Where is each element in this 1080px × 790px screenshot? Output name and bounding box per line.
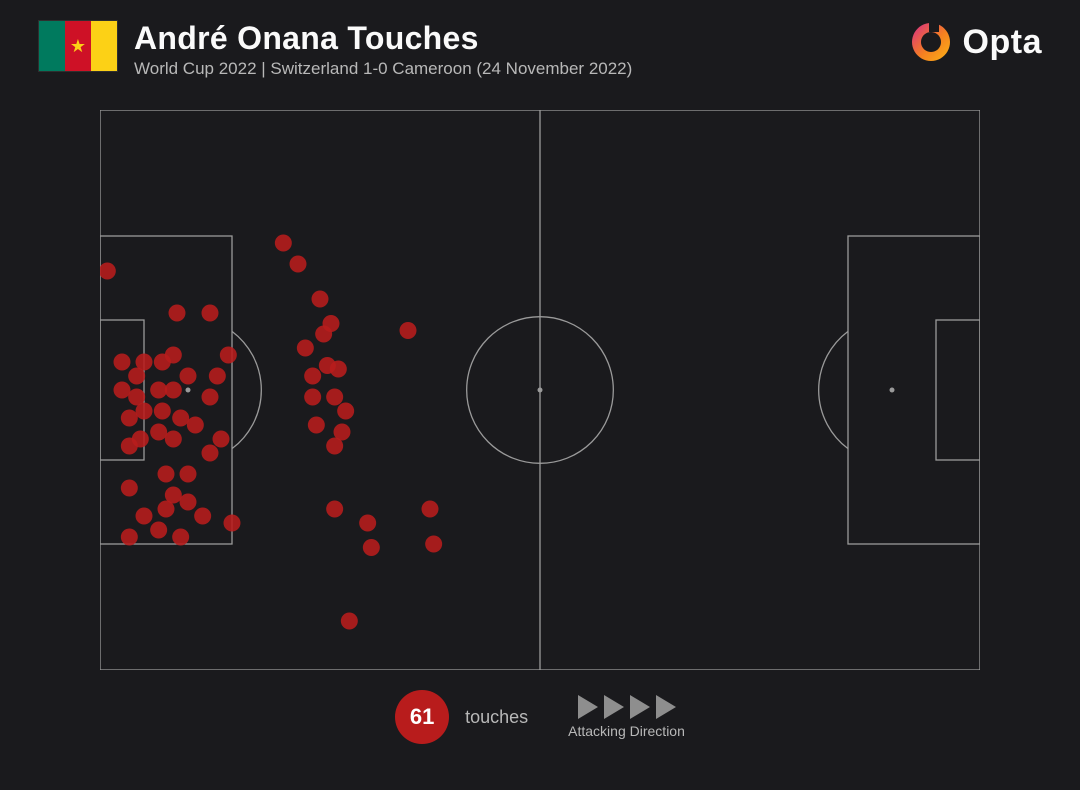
pitch-chart [100, 110, 980, 670]
flag-stripe-2: ★ [65, 21, 91, 71]
brand-name: Opta [963, 23, 1042, 62]
footer: 61 touches Attacking Direction [0, 690, 1080, 744]
pitch-lines [100, 110, 980, 670]
arrow-icon [578, 695, 598, 719]
flag-stripe-3 [91, 21, 117, 71]
pitch-svg [100, 110, 980, 670]
country-flag: ★ [38, 20, 118, 72]
stat-block: 61 touches [395, 690, 528, 744]
brand-logo-icon [909, 20, 953, 64]
flag-stripe-1 [39, 21, 65, 71]
header: ★ André Onana Touches World Cup 2022 | S… [38, 20, 1042, 79]
title-block: André Onana Touches World Cup 2022 | Swi… [134, 20, 632, 79]
page-subtitle: World Cup 2022 | Switzerland 1-0 Cameroo… [134, 59, 632, 79]
stat-label: touches [465, 707, 528, 728]
brand-logo: Opta [909, 20, 1042, 64]
arrow-icon [656, 695, 676, 719]
page-title: André Onana Touches [134, 20, 632, 57]
attacking-direction: Attacking Direction [568, 695, 685, 739]
header-left: ★ André Onana Touches World Cup 2022 | S… [38, 20, 632, 79]
arrow-icon [604, 695, 624, 719]
touch-points [100, 235, 442, 630]
arrow-icon [630, 695, 650, 719]
direction-arrows [578, 695, 676, 719]
direction-label: Attacking Direction [568, 723, 685, 739]
stat-badge: 61 [395, 690, 449, 744]
